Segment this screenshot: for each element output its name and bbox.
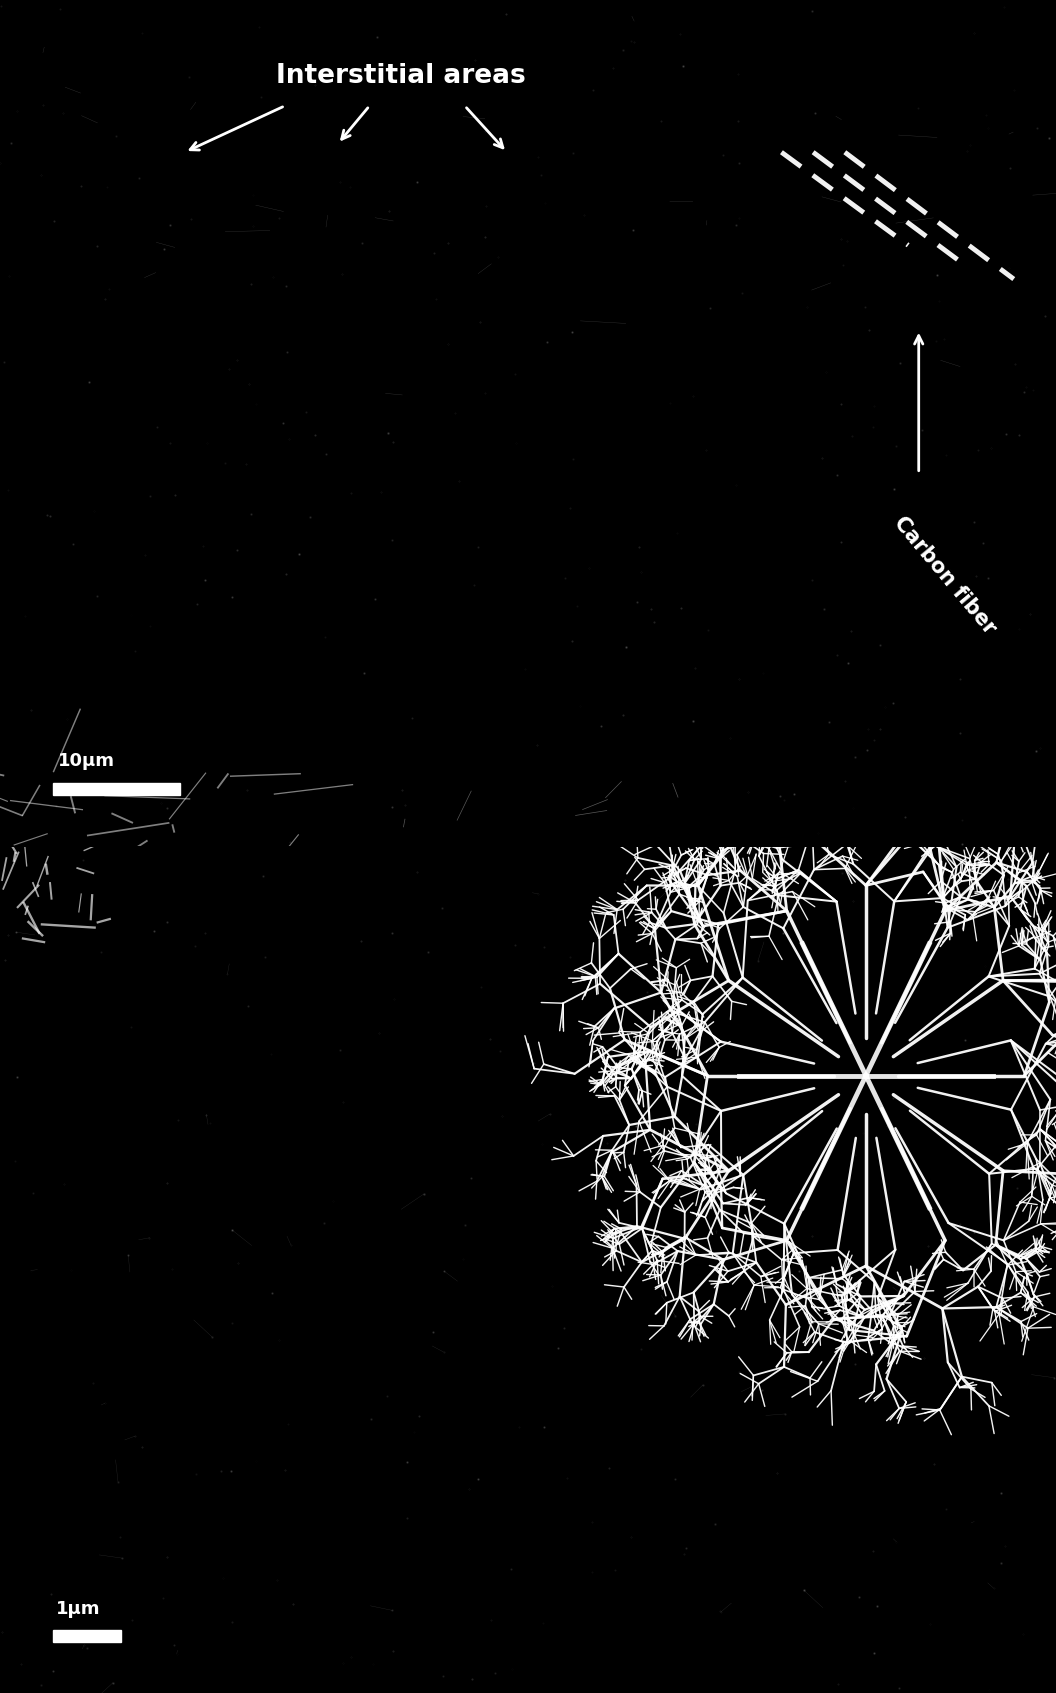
Text: 1μm: 1μm (56, 1600, 100, 1619)
Text: 10μm: 10μm (58, 752, 115, 770)
Bar (53, 784, 180, 796)
Text: Interstitial areas: Interstitial areas (277, 63, 526, 90)
Bar (53, 1630, 121, 1642)
Text: Carbon fiber: Carbon fiber (890, 513, 1000, 638)
